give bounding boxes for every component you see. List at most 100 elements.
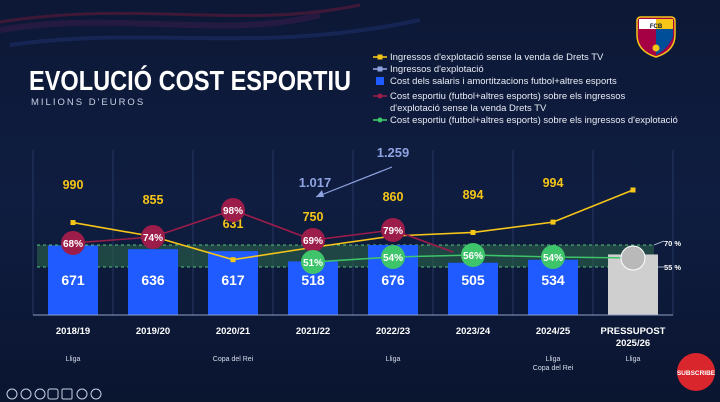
ratio-total-value: 54% (383, 253, 403, 264)
legend-marker-ratio_total (373, 117, 387, 123)
legend-marker-rev_total (373, 66, 387, 72)
cost-bar-value: 636 (141, 272, 165, 288)
trophy-note: Lliga (386, 356, 401, 363)
x-tick-label: 2022/23 (376, 326, 410, 337)
legend-label-ratio_total: Cost esportiu (futbol+altres esports) so… (390, 115, 678, 126)
slides-icon[interactable] (61, 388, 73, 400)
x-tick-label: 2024/25 (536, 326, 571, 337)
revenue-total-arrowhead (316, 190, 324, 197)
subscribe-label: SUBSCRIBE (677, 370, 716, 377)
revenue-no-tv-value: 894 (463, 188, 484, 202)
ratio-no-tv-value: 98% (223, 206, 243, 217)
legend-item-rev_total: Ingressos d'explotació (373, 64, 484, 75)
trophy-note: Lliga (626, 356, 641, 363)
ratio-total-bubble (541, 245, 565, 269)
band-high-label: 70 % (664, 239, 681, 248)
trophy-note: Lliga (546, 356, 561, 363)
revenue-no-tv-value: 860 (383, 190, 404, 204)
x-axis: 2018/19 Lliga 2019/20 2020/21 Copa del Rei 20… (56, 326, 666, 372)
ratio-no-tv-bubble (301, 228, 325, 252)
ratio-no-tv-series: 68% 74% 98% 69% 79% (61, 198, 454, 255)
legend-label-ratio_no_tv: Cost esportiu (futbol+altres esports) so… (390, 91, 625, 102)
revenue-no-tv-point (230, 257, 236, 263)
revenue-no-tv-point (470, 229, 476, 235)
revenue-no-tv-point (70, 220, 76, 226)
gridlines (32, 150, 674, 315)
captions-icon[interactable] (47, 388, 59, 400)
revenue-total-annotation: 1.017 1.259 (299, 145, 410, 198)
revenue-no-tv-value: 994 (543, 176, 564, 190)
crest-text: FCB (650, 24, 663, 30)
revenue-no-tv-value: 855 (143, 193, 164, 207)
ratio-total-budget-bubble (620, 245, 646, 271)
ratio-no-tv-bubble (381, 218, 405, 242)
cost-bar (48, 245, 98, 315)
legend-label-cost: Cost dels salaris i amortitzacions futbo… (390, 76, 617, 87)
band-low-label: 55 % (664, 263, 681, 272)
x-tick-label: 2023/24 (456, 326, 491, 337)
decorative-streaks (0, 3, 421, 47)
ratio-no-tv-value: 68% (63, 239, 83, 250)
ratio-no-tv-value: 79% (383, 226, 403, 237)
cost-bar (448, 262, 498, 315)
revenue-total-arrow (315, 166, 393, 198)
ratio-total-bubble (381, 245, 405, 269)
cost-bars: 671 636 617 518 676 505 534 (48, 245, 658, 315)
legend-item-cost: Cost dels salaris i amortitzacions futbo… (376, 76, 617, 87)
legend-label-ratio_no_tv: d'explotació sense la venda Drets TV (390, 103, 547, 114)
legend-marker-cost (376, 77, 384, 85)
cost-bar-value: 505 (461, 272, 485, 288)
zoom-icon[interactable] (34, 388, 46, 400)
subscribe-button[interactable]: SUBSCRIBE (677, 353, 716, 391)
trophy-note: Copa del Rei (213, 356, 254, 363)
legend-label-rev_total: Ingressos d'explotació (390, 64, 484, 75)
prev-slide-icon[interactable] (6, 388, 18, 400)
ratio-no-tv-bubble (221, 198, 245, 222)
x-tick-label: PRESSUPOST (601, 326, 666, 337)
more-icon[interactable] (76, 388, 88, 400)
cost-bar-value: 518 (301, 272, 325, 288)
legend: Ingressos d'explotació sense la venda de… (373, 52, 678, 126)
x-tick-label: 2025/26 (616, 338, 650, 349)
cost-bar-value: 617 (221, 272, 245, 288)
pen-icon[interactable] (20, 388, 32, 400)
revenue-no-tv-value: 990 (63, 178, 84, 192)
club-crest-icon: FCB (636, 16, 676, 58)
ratio-no-tv-bubble (61, 231, 85, 255)
cost-bar (128, 249, 178, 315)
revenue-no-tv-point (630, 187, 636, 193)
cost-bar-value: 534 (541, 272, 565, 288)
legend-marker-rev_no_tv (373, 54, 387, 60)
legend-item-ratio_total: Cost esportiu (futbol+altres esports) so… (373, 115, 678, 126)
legend-item-rev_no_tv: Ingressos d'explotació sense la venda de… (373, 52, 604, 63)
slide-title: EVOLUCIÓ COST ESPORTIU (29, 65, 351, 96)
ratio-total-value: 56% (463, 251, 483, 262)
x-tick-label: 2021/22 (296, 326, 330, 337)
presentation-toolbar (6, 388, 102, 400)
ratio-total-series: 51% 54% 56% 54% (301, 243, 646, 274)
revenue-total-value: 1.259 (377, 145, 410, 160)
next-slide-icon[interactable] (90, 388, 102, 400)
ratio-total-value: 51% (303, 258, 323, 269)
ratio-total-bubble (461, 243, 485, 267)
revenue-no-tv-point (550, 219, 556, 225)
x-tick-label: 2018/19 (56, 326, 90, 337)
x-tick-label: 2019/20 (136, 326, 170, 337)
ratio-total-bubble (301, 250, 325, 274)
trophy-note: Copa del Rei (533, 365, 574, 372)
legend-item-ratio_no_tv: Cost esportiu (futbol+altres esports) so… (373, 91, 625, 114)
legend-label-rev_no_tv: Ingressos d'explotació sense la venda de… (390, 52, 604, 63)
ratio-no-tv-value: 74% (143, 233, 163, 244)
revenue-no-tv-line (72, 189, 634, 261)
cost-bar-value: 671 (61, 272, 85, 288)
cost-bar-value: 676 (381, 272, 405, 288)
ratio-total-value: 54% (543, 253, 563, 264)
x-tick-label: 2020/21 (216, 326, 251, 337)
ratio-no-tv-value: 69% (303, 236, 323, 247)
slide-subtitle: MILIONS D'EUROS (31, 97, 145, 108)
revenue-no-tv-value: 750 (303, 210, 324, 224)
